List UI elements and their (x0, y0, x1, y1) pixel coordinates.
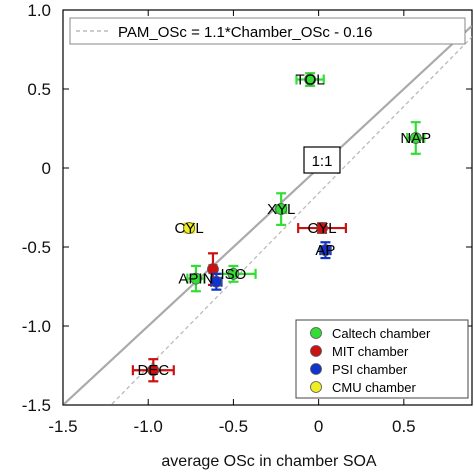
legend-marker (310, 363, 322, 375)
point-label: XYL (267, 201, 295, 218)
data-point (186, 264, 206, 293)
point-label: DEC (137, 362, 169, 379)
point-label: AP (315, 242, 335, 259)
point-marker (183, 222, 196, 234)
y-tick-label: -1.0 (22, 317, 51, 336)
point-marker (210, 275, 223, 288)
fit-legend-label: PAM_OSc = 1.1*Chamber_OSc - 0.16 (118, 24, 372, 41)
x-axis-label: average OSc in chamber SOA (161, 453, 377, 470)
y-tick-label: 0.5 (27, 80, 51, 99)
point-marker (275, 203, 288, 215)
y-tick-label: 1.0 (27, 1, 51, 20)
data-point (297, 222, 347, 234)
data-point (182, 222, 196, 234)
legend-marker (310, 327, 322, 339)
data-point (319, 241, 332, 260)
data-point (210, 272, 223, 291)
one-to-one-label-box: 1:1 (303, 146, 341, 174)
point-marker (190, 272, 202, 285)
point-label: CYL (175, 220, 204, 237)
fit-line (110, 36, 472, 405)
point-marker (316, 222, 328, 234)
x-tick-label: 0 (314, 417, 323, 436)
point-marker (304, 73, 317, 86)
point-marker (147, 364, 160, 377)
x-tick-label: -1.5 (48, 417, 77, 436)
point-label: APIN (178, 271, 213, 288)
fit-legend-box: PAM_OSc = 1.1*Chamber_OSc - 0.16 (69, 17, 466, 45)
point-label: TOL (296, 72, 325, 89)
point-label: NAP (400, 130, 431, 147)
legend-label: Caltech chamber (332, 326, 431, 341)
point-marker (409, 132, 422, 144)
x-tick-label: 0.5 (392, 417, 416, 436)
point-label: CYL (307, 220, 336, 237)
y-tick-label: 0 (42, 159, 51, 178)
legend-marker (310, 381, 322, 393)
point-marker (227, 267, 240, 280)
one-to-one-label: 1:1 (312, 153, 333, 170)
y-tick-label: -1.5 (22, 396, 51, 415)
data-point (274, 192, 288, 226)
legend-label: PSI chamber (332, 362, 408, 377)
one-to-one-line (63, 24, 472, 405)
data-point (295, 72, 325, 87)
legend-label: MIT chamber (332, 344, 409, 359)
x-tick-label: -0.5 (219, 417, 248, 436)
legend-marker (310, 345, 322, 357)
data-point (406, 121, 426, 155)
series-legend: Caltech chamber MIT chamber PSI chamber CMU… (295, 319, 469, 399)
point-label: ISO (220, 266, 246, 283)
x-tick-label: -1.0 (134, 417, 163, 436)
y-tick-label: -0.5 (22, 238, 51, 257)
legend-label: CMU chamber (332, 380, 416, 395)
point-marker (319, 244, 332, 257)
data-point (131, 358, 175, 383)
